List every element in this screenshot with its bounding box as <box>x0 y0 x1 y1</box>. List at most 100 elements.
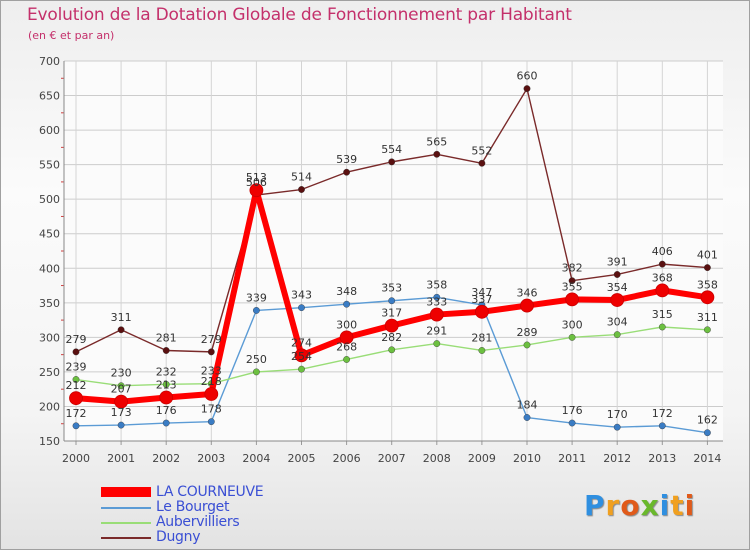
data-point <box>658 260 666 268</box>
data-point <box>429 307 444 322</box>
data-point <box>520 298 534 313</box>
data-label: 565 <box>426 135 447 148</box>
y-tick-label: 650 <box>39 90 60 103</box>
logo-letter: i <box>684 489 696 522</box>
data-point <box>433 150 441 158</box>
data-label: 268 <box>336 340 357 353</box>
data-label: 162 <box>697 414 718 427</box>
data-point <box>252 368 260 376</box>
data-point <box>568 419 576 427</box>
data-label: 230 <box>111 367 132 380</box>
data-label: 279 <box>201 333 222 346</box>
data-label: 353 <box>381 282 402 295</box>
data-label: 218 <box>201 375 222 388</box>
data-point <box>384 318 399 333</box>
x-tick-label: 2008 <box>423 452 451 465</box>
data-label: 346 <box>517 287 538 300</box>
data-label: 291 <box>426 325 447 338</box>
legend-label: LA COURNEUVE <box>156 484 264 500</box>
data-point <box>117 326 125 334</box>
data-point <box>610 293 625 307</box>
data-label: 176 <box>562 404 583 417</box>
data-label: 178 <box>201 403 222 416</box>
x-tick-label: 2001 <box>107 452 135 465</box>
x-tick-label: 2005 <box>288 452 316 465</box>
data-point <box>613 331 621 338</box>
data-point <box>478 159 486 167</box>
data-point <box>655 283 670 298</box>
data-point <box>704 264 711 271</box>
data-label: 300 <box>562 318 583 331</box>
data-label: 358 <box>697 278 718 291</box>
legend-item: Aubervilliers <box>101 514 341 530</box>
data-point <box>298 365 305 373</box>
data-point <box>114 394 128 409</box>
x-tick-label: 2011 <box>558 452 586 465</box>
data-point <box>704 429 711 437</box>
data-point <box>613 423 621 431</box>
data-label: 311 <box>697 311 718 324</box>
logo-letter: i <box>659 489 671 522</box>
data-label: 401 <box>697 249 718 262</box>
data-label: 554 <box>381 143 402 156</box>
data-point <box>339 330 354 345</box>
data-point <box>159 390 174 405</box>
data-label: 660 <box>517 70 538 83</box>
data-point <box>298 186 305 193</box>
logo-letter: t <box>670 489 685 522</box>
data-point <box>565 292 579 307</box>
data-point <box>162 347 170 354</box>
data-point <box>72 348 80 356</box>
x-tick-label: 2009 <box>468 452 496 465</box>
x-tick-label: 2000 <box>62 452 90 465</box>
logo-letter: P <box>584 489 606 522</box>
data-point <box>252 307 260 314</box>
data-point <box>658 323 666 331</box>
data-label: 339 <box>246 291 267 304</box>
legend-item: LA COURNEUVE <box>101 484 341 500</box>
data-point <box>207 418 215 426</box>
legend-label: Dugny <box>156 529 201 545</box>
data-label: 513 <box>246 171 267 184</box>
y-tick-label: 150 <box>39 435 60 448</box>
y-tick-label: 550 <box>39 159 60 172</box>
data-point <box>117 382 125 390</box>
data-label: 315 <box>652 308 673 321</box>
legend-label: Aubervilliers <box>156 514 240 530</box>
data-label: 552 <box>471 144 492 157</box>
legend-swatch <box>101 537 151 539</box>
data-label: 304 <box>607 316 628 329</box>
chart-legend: LA COURNEUVE Le Bourget Aubervilliers Dugny <box>101 484 341 545</box>
data-label: 539 <box>336 153 357 166</box>
data-label: 184 <box>517 399 538 412</box>
data-point <box>704 326 711 334</box>
x-tick-label: 2012 <box>603 452 631 465</box>
data-label: 172 <box>652 407 673 420</box>
data-point <box>658 422 666 430</box>
x-tick-label: 2007 <box>378 452 406 465</box>
legend-swatch <box>101 507 151 509</box>
data-label: 207 <box>111 383 132 396</box>
data-label: 358 <box>426 278 447 291</box>
data-label: 355 <box>562 280 583 293</box>
data-point <box>343 168 350 176</box>
data-label: 348 <box>336 285 357 298</box>
data-point <box>388 158 396 166</box>
y-tick-label: 450 <box>39 228 60 241</box>
x-tick-label: 2014 <box>693 452 721 465</box>
x-tick-label: 2013 <box>648 452 676 465</box>
x-tick-label: 2006 <box>333 452 361 465</box>
data-label: 514 <box>291 171 312 184</box>
data-label: 333 <box>426 296 447 309</box>
legend-swatch <box>101 522 151 524</box>
data-label: 281 <box>156 331 177 344</box>
data-point <box>478 347 486 354</box>
data-label: 254 <box>291 350 312 363</box>
proxiti-logo: Proxiti <box>584 489 695 522</box>
data-point <box>72 422 80 430</box>
data-label: 343 <box>291 289 312 302</box>
data-label: 300 <box>336 318 357 331</box>
x-tick-label: 2010 <box>513 452 541 465</box>
